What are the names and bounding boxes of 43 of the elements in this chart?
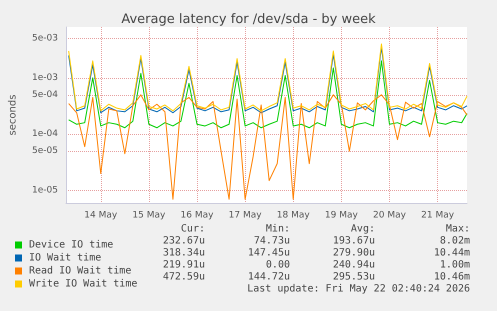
- legend-label: Read IO Wait time: [29, 266, 132, 276]
- text: 219.91u: [162, 260, 205, 270]
- text: Avg:: [350, 224, 375, 234]
- y-tick-label: 5e-04: [32, 90, 58, 100]
- text: Min:: [266, 224, 290, 234]
- text: 74.73u: [254, 236, 290, 246]
- text: Max:: [446, 224, 470, 234]
- x-tick-label: 16 May: [180, 210, 214, 220]
- x-tick-label: 21 May: [421, 210, 455, 220]
- x-tick-label: 14 May: [84, 210, 118, 220]
- text: 472.59u: [162, 272, 205, 282]
- x-tick-label: 20 May: [373, 210, 407, 220]
- y-tick-label: 1e-05: [32, 186, 58, 196]
- text: 0.00: [266, 260, 290, 270]
- text: 318.34u: [162, 248, 205, 258]
- x-tick-label: 19 May: [324, 210, 358, 220]
- y-tick-label: 5e-03: [32, 33, 58, 44]
- text: Cur:: [180, 224, 205, 234]
- line-series: [68, 94, 468, 200]
- text: Last update: Fri May 22 02:40:24 2026: [247, 284, 470, 294]
- legend-label: Write IO Wait time: [29, 278, 138, 290]
- chart-title: Average latency for /dev/sda - by week: [121, 12, 376, 27]
- y-tick-label: 5e-05: [32, 146, 58, 156]
- text: 232.67u: [162, 236, 205, 246]
- text: 193.67u: [332, 236, 375, 246]
- text: 10.44m: [434, 248, 470, 258]
- text: 10.46m: [434, 272, 470, 282]
- line-series: [68, 60, 468, 128]
- text: 147.45u: [248, 248, 290, 258]
- text: 8.02m: [440, 236, 470, 246]
- y-tick-label: 1e-03: [32, 72, 58, 83]
- legend-label: Device IO time: [29, 240, 114, 250]
- x-tick-label: 18 May: [276, 210, 310, 220]
- y-axis-title: seconds: [8, 94, 18, 136]
- y-tick-label: 1e-04: [32, 129, 58, 140]
- x-tick-label: 15 May: [132, 210, 166, 220]
- text: 279.90u: [332, 248, 375, 258]
- text: 295.53u: [332, 272, 375, 282]
- x-tick-label: 17 May: [228, 210, 262, 220]
- text: 144.72u: [248, 272, 290, 282]
- legend-label: IO Wait time: [29, 252, 102, 264]
- text: 1.00m: [440, 260, 470, 270]
- text: 240.94u: [332, 260, 375, 270]
